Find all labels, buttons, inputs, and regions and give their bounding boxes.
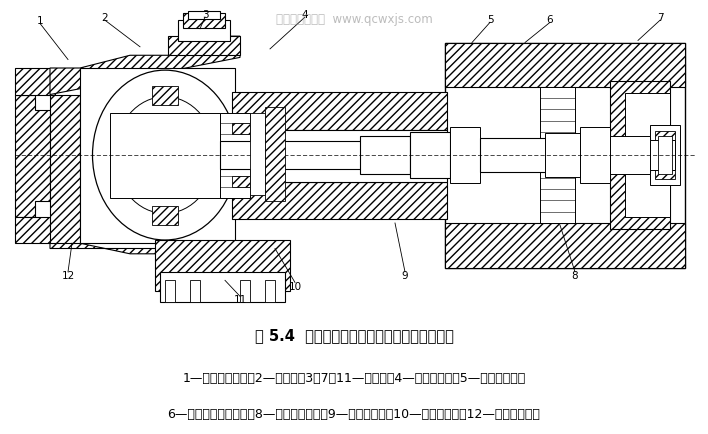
Bar: [190, 281, 200, 302]
Bar: [480, 139, 650, 173]
Bar: [220, 113, 250, 198]
Bar: [232, 124, 250, 135]
Text: 1—变速器前壳体；2—差速器；3、7、11—调整垫；4—主动锥齿轮；5—变速器后壳；: 1—变速器前壳体；2—差速器；3、7、11—调整垫；4—主动锥齿轮；5—变速器后…: [183, 371, 525, 384]
Bar: [625, 94, 670, 217]
Bar: [540, 88, 575, 224]
Text: 12: 12: [62, 270, 74, 280]
Text: 6—双列圆锥滚子轴承；8—圆柱滚子轴承；9—从动锥齿轮；10—主减速器盖；12—圆锥滚子轴承: 6—双列圆锥滚子轴承；8—圆柱滚子轴承；9—从动锥齿轮；10—主减速器盖；12—…: [168, 407, 540, 420]
Text: 11: 11: [234, 295, 246, 305]
Bar: [232, 182, 447, 219]
Bar: [410, 132, 450, 179]
Bar: [183, 14, 225, 29]
Bar: [232, 177, 250, 187]
Bar: [460, 88, 670, 224]
Bar: [265, 108, 285, 201]
Polygon shape: [15, 95, 50, 217]
Text: 6: 6: [547, 15, 554, 25]
Text: 1: 1: [37, 16, 43, 26]
Bar: [240, 281, 250, 302]
Bar: [232, 130, 447, 182]
Text: 汽车维修技术网  www.qcwxjs.com: 汽车维修技术网 www.qcwxjs.com: [275, 13, 433, 26]
Bar: [650, 126, 680, 185]
Bar: [450, 128, 480, 183]
Bar: [545, 134, 580, 178]
Polygon shape: [15, 217, 55, 243]
Bar: [265, 281, 275, 302]
Polygon shape: [15, 69, 55, 95]
Bar: [650, 141, 675, 171]
Bar: [445, 43, 685, 268]
Bar: [152, 207, 178, 226]
Bar: [165, 281, 175, 302]
Bar: [610, 137, 650, 175]
Text: 7: 7: [657, 13, 663, 23]
Bar: [168, 37, 240, 56]
Bar: [658, 137, 672, 175]
Bar: [610, 82, 670, 230]
Polygon shape: [50, 37, 240, 95]
Bar: [178, 21, 230, 43]
Bar: [580, 128, 610, 183]
Polygon shape: [50, 95, 80, 243]
Text: 2: 2: [102, 13, 108, 23]
Bar: [80, 69, 235, 243]
Bar: [155, 240, 290, 291]
Bar: [232, 93, 447, 130]
Bar: [152, 87, 178, 106]
Bar: [110, 113, 220, 198]
Text: 图 5.4  上海桑塔纳轿车单级式主减速器剖面图: 图 5.4 上海桑塔纳轿车单级式主减速器剖面图: [255, 327, 453, 342]
Text: 9: 9: [401, 270, 409, 280]
Ellipse shape: [93, 71, 237, 240]
Ellipse shape: [115, 98, 215, 214]
Text: 4: 4: [302, 10, 308, 20]
Bar: [445, 224, 685, 268]
Bar: [220, 142, 580, 170]
Text: 8: 8: [571, 270, 578, 280]
Text: 10: 10: [288, 281, 302, 291]
Text: 3: 3: [202, 10, 208, 20]
Bar: [655, 132, 675, 180]
Bar: [250, 113, 265, 196]
Text: 5: 5: [486, 15, 493, 25]
Bar: [445, 43, 685, 88]
Bar: [188, 12, 220, 20]
Bar: [160, 272, 285, 302]
Bar: [360, 137, 410, 175]
Polygon shape: [50, 243, 240, 273]
